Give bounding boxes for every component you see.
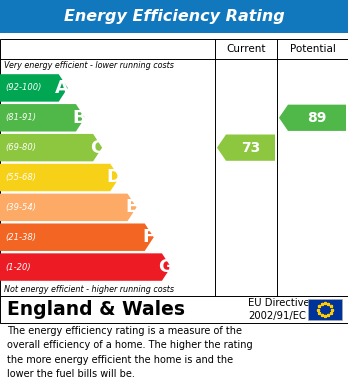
Text: (21-38): (21-38) <box>5 233 36 242</box>
Text: F: F <box>142 228 155 246</box>
Text: (81-91): (81-91) <box>5 113 36 122</box>
Polygon shape <box>0 224 154 251</box>
Text: England & Wales: England & Wales <box>7 300 185 319</box>
Text: (55-68): (55-68) <box>5 173 36 182</box>
Polygon shape <box>0 74 68 102</box>
Polygon shape <box>217 135 275 161</box>
Bar <box>0 0 348 33</box>
Polygon shape <box>0 104 85 131</box>
Text: 89: 89 <box>307 111 327 125</box>
Text: Very energy efficient - lower running costs: Very energy efficient - lower running co… <box>4 61 174 70</box>
Bar <box>0 39 348 296</box>
Polygon shape <box>0 164 119 191</box>
Polygon shape <box>0 134 102 161</box>
Text: The energy efficiency rating is a measure of the
overall efficiency of a home. T: The energy efficiency rating is a measur… <box>7 326 253 379</box>
Bar <box>308 299 342 320</box>
Text: A: A <box>55 79 69 97</box>
Text: Not energy efficient - higher running costs: Not energy efficient - higher running co… <box>4 285 174 294</box>
Text: 73: 73 <box>241 141 260 155</box>
Bar <box>0 296 348 323</box>
Text: E: E <box>125 198 137 216</box>
Polygon shape <box>0 253 171 281</box>
Text: B: B <box>73 109 86 127</box>
Polygon shape <box>279 105 346 131</box>
Text: Potential: Potential <box>290 44 335 54</box>
Text: Current: Current <box>226 44 266 54</box>
Text: (92-100): (92-100) <box>5 83 41 92</box>
Text: Energy Efficiency Rating: Energy Efficiency Rating <box>64 9 284 24</box>
Polygon shape <box>0 194 136 221</box>
Text: G: G <box>158 258 173 276</box>
Text: C: C <box>90 139 103 157</box>
Text: EU Directive
2002/91/EC: EU Directive 2002/91/EC <box>248 298 310 321</box>
Text: (1-20): (1-20) <box>5 263 31 272</box>
Text: (39-54): (39-54) <box>5 203 36 212</box>
Text: D: D <box>106 169 121 187</box>
Text: (69-80): (69-80) <box>5 143 36 152</box>
